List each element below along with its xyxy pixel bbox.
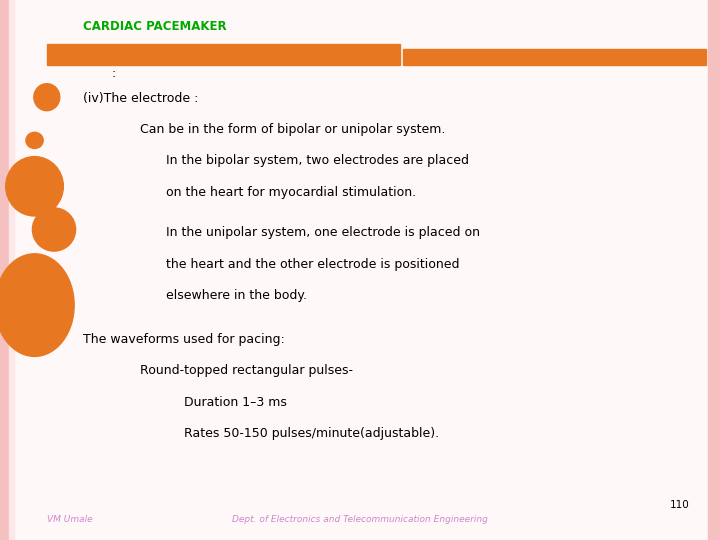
Ellipse shape — [34, 84, 60, 111]
Text: Rates 50-150 pulses/minute(adjustable).: Rates 50-150 pulses/minute(adjustable). — [184, 427, 438, 440]
Text: Round-topped rectangular pulses-: Round-topped rectangular pulses- — [140, 364, 354, 377]
Text: VM Umale: VM Umale — [47, 515, 92, 524]
Text: The waveforms used for pacing:: The waveforms used for pacing: — [83, 333, 284, 346]
Bar — [47, 44, 400, 65]
Text: Can be in the form of bipolar or unipolar system.: Can be in the form of bipolar or unipola… — [140, 123, 446, 136]
Ellipse shape — [6, 157, 63, 216]
Text: Dept. of Electronics and Telecommunication Engineering: Dept. of Electronics and Telecommunicati… — [232, 515, 488, 524]
Text: the heart and the other electrode is positioned: the heart and the other electrode is pos… — [166, 258, 459, 271]
Bar — [403, 49, 706, 65]
Text: In the bipolar system, two electrodes are placed: In the bipolar system, two electrodes ar… — [166, 154, 469, 167]
Text: In the unipolar system, one electrode is placed on: In the unipolar system, one electrode is… — [166, 226, 480, 239]
Bar — [0, 0, 9, 540]
Text: CARDIAC PACEMAKER: CARDIAC PACEMAKER — [83, 20, 226, 33]
Ellipse shape — [26, 132, 43, 149]
Bar — [9, 0, 14, 540]
Text: Duration 1–3 ms: Duration 1–3 ms — [184, 396, 287, 409]
Ellipse shape — [0, 254, 74, 356]
Bar — [708, 0, 720, 540]
Text: on the heart for myocardial stimulation.: on the heart for myocardial stimulation. — [166, 186, 415, 199]
Text: 110: 110 — [670, 500, 690, 510]
Text: (iv)The electrode :: (iv)The electrode : — [83, 92, 198, 105]
Text: elsewhere in the body.: elsewhere in the body. — [166, 289, 307, 302]
Text: :: : — [112, 67, 116, 80]
Ellipse shape — [32, 208, 76, 251]
